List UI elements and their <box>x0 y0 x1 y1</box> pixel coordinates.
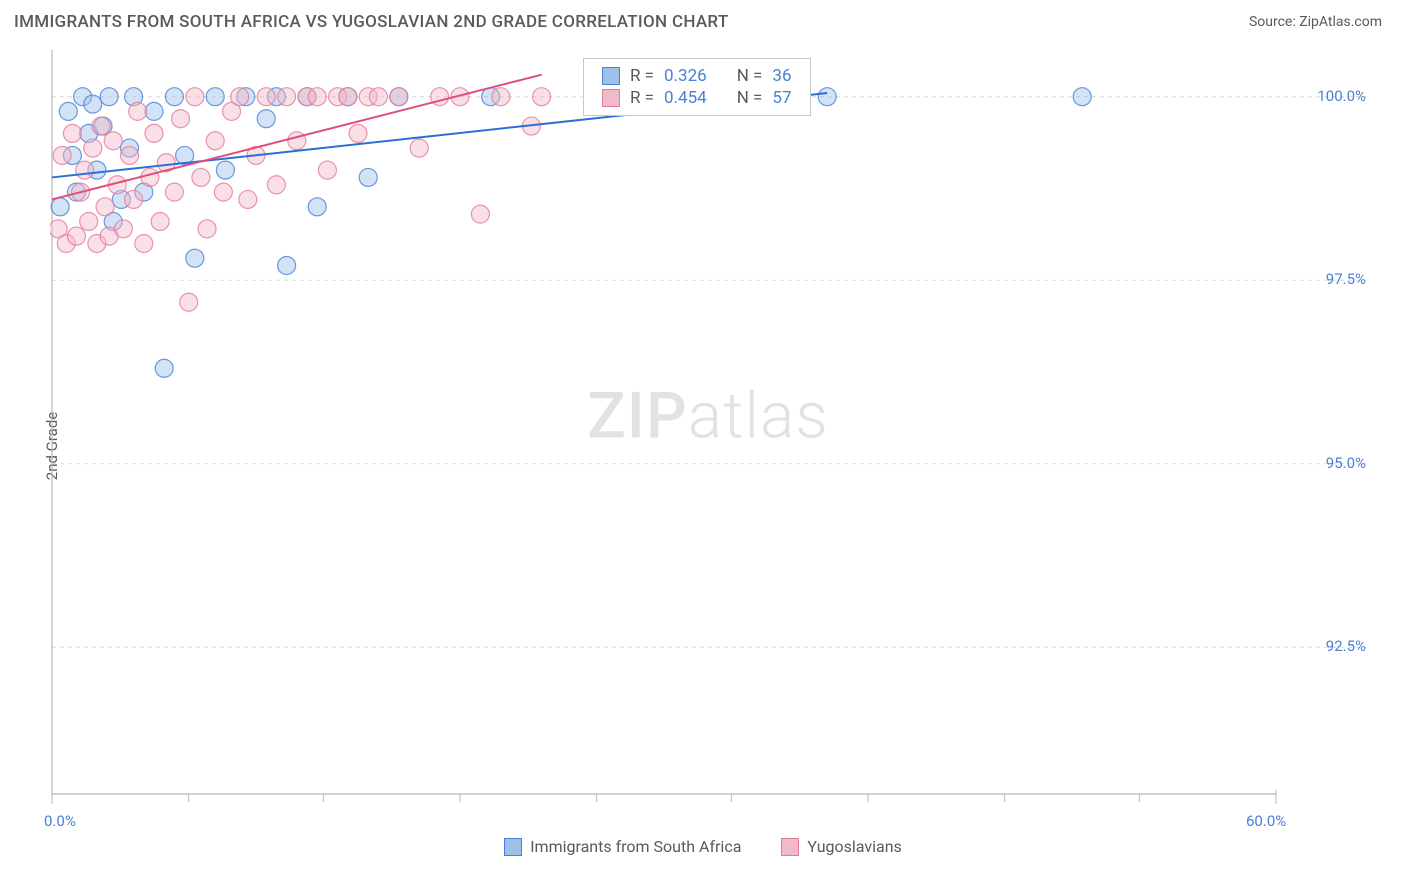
y-tick-label: 95.0% <box>1326 454 1366 472</box>
stat-n-label: N = <box>737 88 763 108</box>
legend-swatch <box>781 838 799 856</box>
stat-r-label: R = <box>630 66 654 86</box>
stat-r-value: 0.454 <box>664 88 707 108</box>
x-tick-label: 60.0% <box>1246 812 1286 830</box>
stat-n-label: N = <box>737 66 763 86</box>
stat-r-value: 0.326 <box>664 66 707 86</box>
stat-row: R = 0.454 N = 57 <box>602 87 792 109</box>
x-tick-label: 0.0% <box>44 812 76 830</box>
legend-swatch <box>602 67 620 85</box>
stat-r-label: R = <box>630 88 654 108</box>
bottom-legend: Immigrants from South Africa Yugoslavians <box>0 837 1406 856</box>
y-tick-label: 100.0% <box>1317 87 1366 105</box>
stat-row: R = 0.326 N = 36 <box>602 65 792 87</box>
correlation-stats-box: R = 0.326 N = 36 R = 0.454 N = 57 <box>583 58 811 116</box>
title-bar: IMMIGRANTS FROM SOUTH AFRICA VS YUGOSLAV… <box>0 0 1406 40</box>
legend-item: Immigrants from South Africa <box>504 837 741 856</box>
legend-swatch <box>504 838 522 856</box>
legend-label: Yugoslavians <box>807 837 901 856</box>
chart-title: IMMIGRANTS FROM SOUTH AFRICA VS YUGOSLAV… <box>14 12 729 32</box>
stat-n-value: 36 <box>772 66 791 86</box>
source-attribution: Source: ZipAtlas.com <box>1249 14 1382 30</box>
legend-item: Yugoslavians <box>781 837 901 856</box>
y-tick-label: 97.5% <box>1326 270 1366 288</box>
legend-swatch <box>602 89 620 107</box>
chart-plot: ZIPatlas R =0.326N =36R =0.454N =57 92.5… <box>50 50 1366 812</box>
stat-n-value: 57 <box>772 88 791 108</box>
scatter-svg <box>50 50 1366 812</box>
y-tick-label: 92.5% <box>1326 637 1366 655</box>
legend-label: Immigrants from South Africa <box>530 837 741 856</box>
